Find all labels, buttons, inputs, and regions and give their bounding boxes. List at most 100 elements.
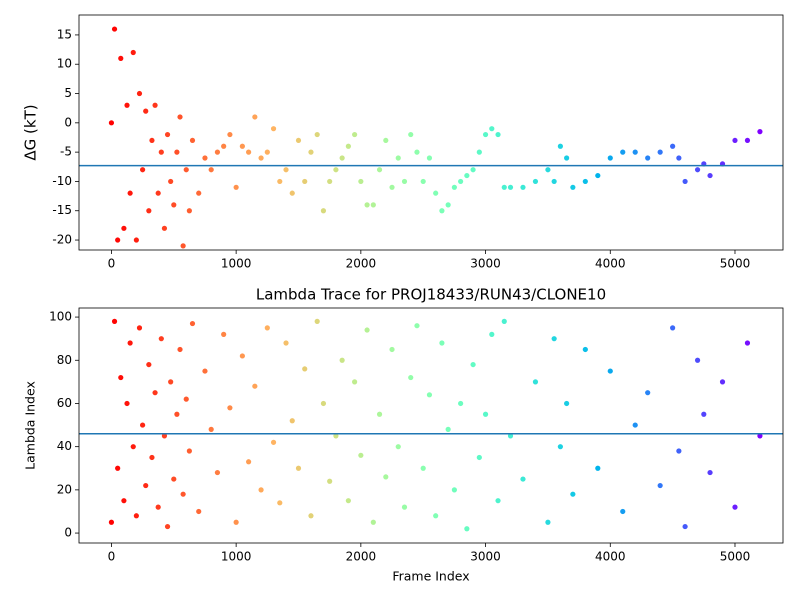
point <box>333 433 339 439</box>
point <box>168 379 174 385</box>
point <box>645 390 651 396</box>
point <box>111 26 118 32</box>
point <box>476 149 482 155</box>
point <box>143 108 149 114</box>
point <box>532 379 539 385</box>
point <box>345 143 351 149</box>
x-tick-label: 0 <box>108 257 116 271</box>
point <box>180 243 186 249</box>
point <box>408 374 414 381</box>
point <box>189 320 196 327</box>
point <box>420 465 426 471</box>
point <box>143 482 149 489</box>
point <box>732 504 738 510</box>
point <box>246 459 252 465</box>
point <box>582 346 588 353</box>
x-tick-label: 5000 <box>720 550 751 564</box>
point <box>177 346 183 353</box>
point <box>507 433 514 439</box>
point <box>196 190 202 196</box>
point <box>670 325 676 331</box>
point <box>252 383 258 389</box>
point <box>501 184 507 190</box>
point <box>426 155 433 161</box>
point <box>227 131 233 138</box>
point <box>108 120 115 126</box>
point <box>239 353 245 359</box>
point <box>557 444 563 450</box>
point <box>564 400 570 407</box>
point <box>657 149 663 155</box>
point <box>140 422 146 428</box>
x-tick-label: 5000 <box>720 257 751 271</box>
point <box>295 137 302 144</box>
point <box>130 444 136 450</box>
point <box>352 379 358 385</box>
point <box>676 448 682 454</box>
point <box>320 400 327 407</box>
point <box>757 433 763 439</box>
point <box>258 487 264 493</box>
point <box>451 487 457 493</box>
point <box>383 474 389 480</box>
y-tick-label: 10 <box>57 57 72 71</box>
point <box>124 102 130 108</box>
point <box>401 178 408 185</box>
point <box>395 444 401 450</box>
point <box>670 143 676 149</box>
point <box>239 143 245 149</box>
point <box>458 400 464 407</box>
point <box>183 396 189 402</box>
point <box>177 114 183 120</box>
point <box>464 526 470 532</box>
point <box>155 504 161 510</box>
point <box>532 178 539 185</box>
point <box>174 149 180 155</box>
point <box>445 202 451 208</box>
point <box>289 418 295 424</box>
x-tick-label: 4000 <box>595 550 626 564</box>
x-tick-label: 1000 <box>221 550 252 564</box>
point <box>202 368 208 374</box>
point <box>545 519 551 525</box>
point <box>744 340 751 346</box>
point <box>420 178 426 185</box>
point <box>146 208 152 214</box>
point <box>376 411 383 417</box>
point <box>389 184 395 190</box>
y-tick-label: 5 <box>64 86 72 100</box>
point <box>152 390 158 396</box>
point <box>227 405 233 411</box>
point <box>221 331 227 337</box>
point <box>136 90 143 97</box>
point <box>289 190 295 196</box>
point <box>208 426 214 432</box>
y-tick-label: 100 <box>49 310 72 324</box>
point <box>233 519 239 525</box>
point <box>302 366 308 372</box>
point <box>196 508 202 515</box>
point <box>395 155 401 161</box>
point <box>757 129 763 135</box>
point <box>277 500 283 506</box>
point <box>183 167 189 173</box>
point <box>645 155 651 161</box>
point <box>214 469 221 476</box>
point <box>180 491 186 497</box>
x-tick-label: 0 <box>108 550 116 564</box>
point <box>607 368 613 374</box>
point <box>327 478 333 484</box>
point <box>149 137 155 144</box>
point <box>489 126 495 132</box>
point <box>320 208 327 214</box>
point <box>124 400 130 407</box>
point <box>445 426 451 432</box>
point <box>171 476 177 482</box>
point <box>632 422 638 428</box>
point <box>127 190 133 196</box>
y-tick-label: -5 <box>60 145 72 159</box>
point <box>439 340 445 346</box>
point <box>632 149 638 155</box>
point <box>570 184 576 190</box>
